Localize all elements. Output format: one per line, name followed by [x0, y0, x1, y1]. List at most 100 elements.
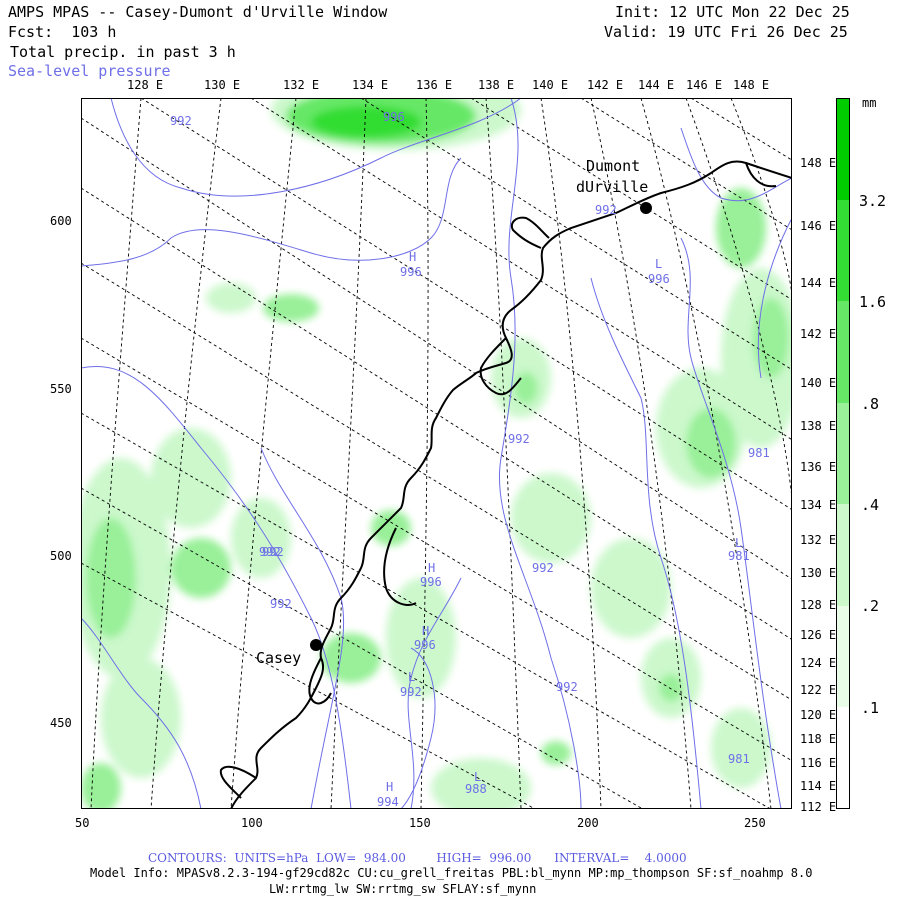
colorbar-segment — [836, 98, 850, 200]
left-axis-label: 500 — [50, 549, 72, 563]
contour-label: 981 — [748, 446, 770, 460]
contour-label: 992 — [170, 114, 192, 128]
contour-label: 992 — [508, 432, 530, 446]
coastline — [219, 160, 792, 809]
colorbar-segment — [836, 301, 850, 403]
field-contour-label: Sea-level pressure — [8, 62, 171, 80]
right-lon-label: 144 E — [800, 276, 837, 290]
pressure-center-low: L — [408, 670, 416, 684]
right-lon-label: 120 E — [800, 708, 837, 722]
valid-time: Valid: 19 UTC Fri 26 Dec 25 — [604, 23, 848, 41]
left-axis-label: 600 — [50, 214, 72, 228]
right-lon-label: 126 E — [800, 628, 837, 642]
contour-label: 996 — [648, 272, 670, 286]
bottom-axis-label: 250 — [744, 816, 766, 830]
right-lon-label: 118 E — [800, 732, 837, 746]
left-axis-label: 550 — [50, 382, 72, 396]
contour-label: 992 — [262, 545, 284, 559]
pressure-center-low: L — [735, 536, 743, 550]
right-lon-label: 138 E — [800, 419, 837, 433]
colorbar-label: .1 — [861, 699, 880, 717]
contour-label: 981 — [728, 752, 750, 766]
contour-label: 981 — [728, 549, 750, 563]
contour-label: 992 — [556, 680, 578, 694]
top-lon-label: 128 E — [127, 78, 164, 92]
bottom-axis-label: 200 — [577, 816, 599, 830]
top-lon-label: 146 E — [686, 78, 723, 92]
right-lon-label: 146 E — [800, 219, 837, 233]
forecast-hour: Fcst: 103 h — [8, 23, 117, 41]
contour-label: 988 — [465, 782, 487, 796]
pressure-center-high: H — [422, 624, 430, 638]
field-main-label: Total precip. in past 3 h — [10, 43, 236, 61]
colorbar-label: .8 — [861, 395, 880, 413]
pressure-contours — [81, 98, 792, 809]
pressure-center-high: H — [428, 561, 436, 575]
bottom-axis-label: 50 — [75, 816, 90, 830]
contour-info: CONTOURS: UNITS=hPa LOW= 984.00 HIGH= 99… — [148, 851, 687, 865]
colorbar-segment — [836, 403, 850, 504]
right-lon-label: 114 E — [800, 779, 837, 793]
colorbar-unit: mm — [862, 96, 877, 110]
colorbar-segment — [836, 200, 850, 301]
right-lon-label: 134 E — [800, 498, 837, 512]
right-lon-label: 136 E — [800, 460, 837, 474]
colorbar-segment — [836, 504, 850, 606]
top-lon-label: 140 E — [532, 78, 569, 92]
top-lon-label: 144 E — [638, 78, 675, 92]
right-lon-label: 140 E — [800, 376, 837, 390]
top-lon-label: 142 E — [587, 78, 624, 92]
left-axis-label: 450 — [50, 716, 72, 730]
right-lon-label: 112 E — [800, 800, 837, 814]
dumont-label-line1: Dumont — [586, 157, 641, 175]
graticule-longitude — [90, 98, 792, 809]
contour-label: 992 — [270, 597, 292, 611]
pressure-center-low: L — [474, 770, 482, 784]
colorbar-label: .2 — [861, 597, 880, 615]
colorbar-label: 1.6 — [859, 293, 887, 311]
colorbar-frame — [836, 98, 850, 809]
top-lon-label: 132 E — [283, 78, 320, 92]
contour-label: 992 — [259, 545, 281, 559]
right-lon-label: 128 E — [800, 598, 837, 612]
right-lon-label: 142 E — [800, 327, 837, 341]
contour-label: 996 — [400, 265, 422, 279]
contour-label: 996 — [420, 575, 442, 589]
pressure-center-low: L — [655, 257, 663, 271]
precip-map — [81, 98, 792, 809]
right-lon-label: 122 E — [800, 683, 837, 697]
pressure-center-high: H — [386, 780, 394, 794]
top-lon-label: 138 E — [478, 78, 515, 92]
colorbar-label: 3.2 — [859, 192, 887, 210]
contour-label: 992 — [400, 685, 422, 699]
contour-label: 994 — [377, 795, 399, 809]
contour-label: 996 — [383, 110, 405, 124]
casey-label: Casey — [256, 649, 302, 667]
contour-label: 996 — [414, 638, 436, 652]
bottom-axis-label: 150 — [409, 816, 431, 830]
map-frame — [81, 98, 792, 809]
colorbar-segment — [836, 606, 850, 707]
right-lon-label: 124 E — [800, 656, 837, 670]
precip-colorbar — [836, 98, 850, 809]
bottom-axis-label: 100 — [241, 816, 263, 830]
top-lon-label: 134 E — [352, 78, 389, 92]
model-info-physics: LW:rrtmg_lw SW:rrtmg_sw SFLAY:sf_mynn — [269, 882, 537, 896]
dumont-durville-marker — [640, 202, 652, 214]
right-lon-label: 148 E — [800, 156, 837, 170]
right-lon-label: 116 E — [800, 756, 837, 770]
contour-label: 992 — [595, 203, 617, 217]
colorbar-label: .4 — [861, 496, 880, 514]
top-lon-label: 148 E — [733, 78, 770, 92]
right-lon-label: 130 E — [800, 566, 837, 580]
top-lon-label: 136 E — [416, 78, 453, 92]
casey-marker — [310, 639, 322, 651]
right-lon-label: 132 E — [800, 533, 837, 547]
pressure-center-high: H — [409, 250, 417, 264]
top-lon-label: 130 E — [204, 78, 241, 92]
contour-label: 992 — [532, 561, 554, 575]
model-info: Model Info: MPASv8.2.3-194-gf29cd82c CU:… — [90, 866, 813, 880]
colorbar-segment — [836, 707, 850, 809]
init-time: Init: 12 UTC Mon 22 Dec 25 — [615, 3, 850, 21]
chart-title: AMPS MPAS -- Casey-Dumont d'Urville Wind… — [8, 3, 388, 21]
